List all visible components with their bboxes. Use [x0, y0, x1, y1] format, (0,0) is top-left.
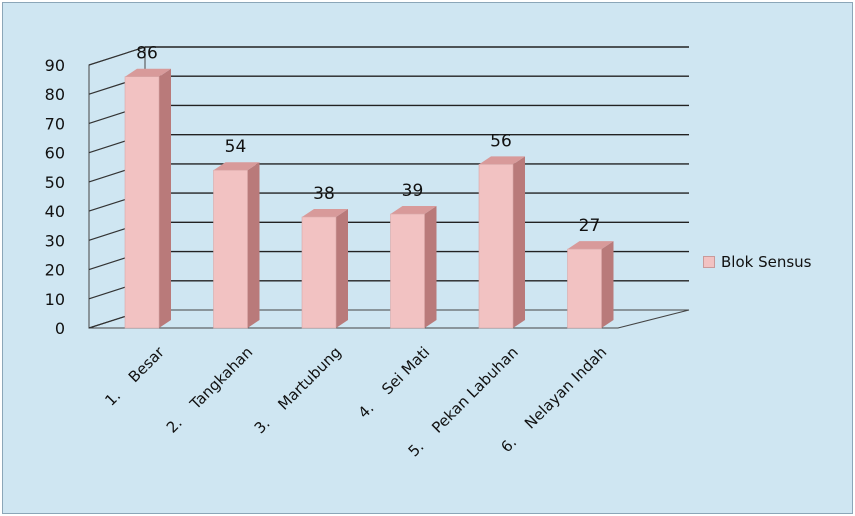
- category-label: 1. Besar: [101, 343, 168, 410]
- bar-side: [601, 241, 614, 328]
- bar-front: [301, 216, 337, 329]
- bar-side: [247, 162, 260, 328]
- bar: [213, 162, 260, 329]
- bar-front: [478, 164, 514, 329]
- gridline-side: [88, 46, 146, 66]
- bar-top: [479, 156, 525, 165]
- bar-top: [125, 68, 171, 77]
- category-label: 4. Sei Mati: [355, 343, 434, 422]
- data-label: 56: [490, 131, 512, 151]
- bars: 86 54 38 39 56 27: [124, 44, 614, 329]
- bar-chart: 0 10 20 30 40 50 60 70 80 90 86 54 38 39 56 27 1. Besa…: [45, 44, 690, 461]
- y-tick-label: 0: [55, 319, 65, 338]
- bar: [567, 241, 614, 329]
- y-tick-label: 10: [45, 290, 65, 309]
- bar-top: [567, 241, 614, 250]
- legend: Blok Sensus: [703, 253, 811, 271]
- y-tick-label: 70: [45, 114, 65, 133]
- category-label: 2. Tangkahan: [163, 343, 256, 436]
- category-label: 3. Martubung: [251, 343, 345, 437]
- y-tick-label: 50: [45, 173, 65, 192]
- bar-front: [390, 213, 425, 329]
- legend-label: Blok Sensus: [721, 253, 812, 271]
- bar-front: [213, 169, 248, 329]
- bar-top: [390, 206, 437, 215]
- bar-top: [302, 208, 348, 217]
- bar-side: [159, 68, 171, 328]
- bar: [124, 68, 171, 329]
- bar: [301, 208, 348, 329]
- data-label: 39: [402, 181, 424, 201]
- legend-swatch: [703, 256, 715, 268]
- y-tick-label: 90: [45, 56, 65, 75]
- y-tick-label: 80: [45, 85, 65, 104]
- y-tick-label: 60: [45, 144, 65, 163]
- y-tick-label: 20: [45, 261, 65, 280]
- y-tick-label: 30: [45, 231, 65, 250]
- data-label: 27: [579, 216, 601, 236]
- bar: [390, 206, 437, 329]
- y-axis-ticks: 0 10 20 30 40 50 60 70 80 90: [45, 56, 65, 338]
- data-label: 38: [313, 184, 335, 204]
- data-label: 86: [136, 44, 158, 64]
- bar-side: [513, 156, 525, 328]
- bar-side: [424, 206, 437, 328]
- bar-side: [336, 208, 348, 328]
- bar-top: [213, 162, 260, 171]
- data-label: 54: [225, 137, 247, 157]
- bar-front: [124, 76, 160, 329]
- y-tick-label: 40: [45, 202, 65, 221]
- bar-front: [567, 248, 602, 329]
- bar: [478, 156, 525, 329]
